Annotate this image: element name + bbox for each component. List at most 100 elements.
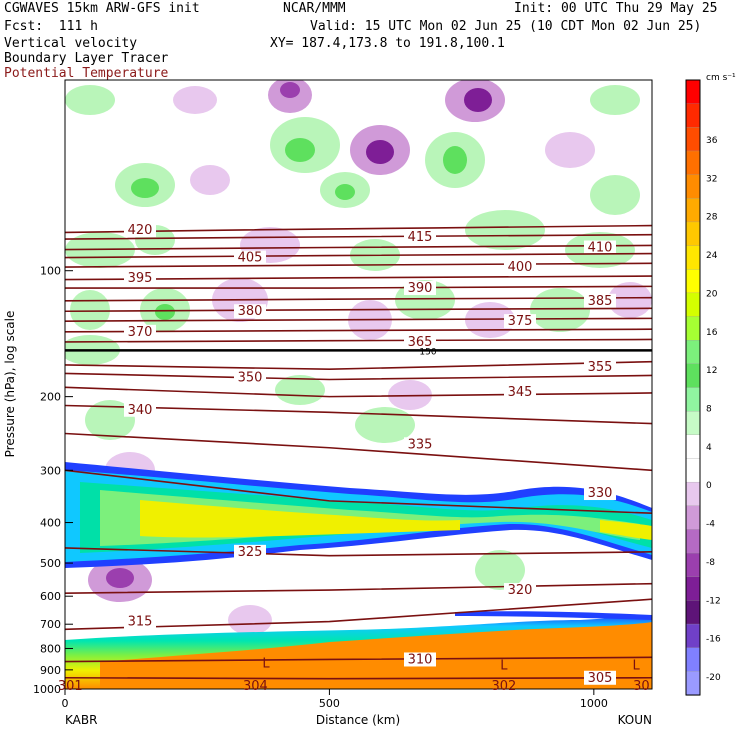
theta-label-bg: [124, 614, 156, 629]
theta-label-bg: [404, 229, 436, 244]
theta-label-bg: [584, 293, 616, 308]
header-field-bl-tracer: Boundary Layer Tracer: [4, 51, 169, 66]
theta-contour-line: [65, 582, 652, 594]
theta-contour-label: 410: [588, 240, 613, 255]
colorbar-label: 28: [706, 213, 718, 223]
theta-label-bg: [234, 304, 266, 319]
colorbar-label: 20: [706, 289, 718, 299]
wv-blob: [190, 165, 230, 195]
theta-contours: 420 415 410 405 400 395 390 385 380 375 370 365 355 3…: [65, 223, 652, 686]
colorbar-label: 12: [706, 366, 717, 376]
colorbar-label: -16: [706, 635, 721, 645]
theta-contour-line: [65, 656, 652, 663]
wv-blob: [590, 85, 640, 115]
theta-contour-line: [65, 296, 652, 302]
theta-contour-line: [65, 360, 652, 371]
y-axis: 100 200 300 400 500 600 700 800 900 1000: [33, 265, 73, 696]
colorbar-swatch: [685, 340, 701, 365]
theta-contour-label: 305: [588, 671, 613, 686]
theta-contour-line: [65, 252, 652, 259]
colorbar-swatch: [685, 245, 701, 270]
colorbar-swatch: [685, 671, 701, 696]
right-station-label: KOUN: [618, 713, 652, 727]
wv-blob: [173, 86, 217, 114]
wv-blob: [280, 82, 300, 98]
plot-area: 420 415 410 405 400 395 390 385 380 375 370 365 355 3…: [65, 80, 652, 689]
colorbar-swatch: [685, 505, 701, 531]
theta-label-bg: [504, 583, 536, 598]
wv-blob: [465, 302, 515, 338]
x-tick-label: 500: [319, 697, 340, 710]
theta-label-bg: [404, 437, 436, 452]
theta-label-bg: [234, 250, 266, 265]
theta-label-bg: [404, 652, 436, 667]
wv-blob: [70, 290, 110, 330]
theta-contour-line: [65, 676, 652, 680]
theta-label-bg: [404, 281, 436, 296]
y-tick-label: 500: [40, 557, 61, 570]
colorbar-label: 24: [706, 251, 718, 261]
wv-blob: [155, 304, 175, 320]
theta-contour-label: 365: [408, 335, 433, 350]
colorbar-frame: [685, 79, 701, 696]
theta-contour-label: 340: [128, 403, 153, 418]
theta-contour-line: [65, 285, 652, 289]
x-axis: 0 500 1000: [62, 689, 608, 710]
wv-blob: [285, 138, 315, 162]
wv-blob: [335, 184, 355, 200]
wv-blob: [475, 550, 525, 590]
colorbar-label: 0: [706, 481, 712, 491]
theta-label-bg: [124, 223, 156, 238]
header-title-left: CGWAVES 15km ARW-GFS init: [4, 1, 200, 16]
colorbar-swatch: [685, 600, 701, 625]
wv-blob: [85, 400, 135, 440]
colorbar-unit: cm s⁻¹: [706, 73, 736, 83]
low-marker: L: [633, 659, 641, 674]
theta-contour-line: [65, 432, 652, 472]
theta-label-bg: [504, 260, 536, 275]
colorbar-swatch: [685, 127, 701, 152]
theta-label-bg: [234, 544, 266, 559]
theta-label-bg: [584, 486, 616, 501]
theta-contour-label: 375: [508, 314, 533, 329]
x-tick-label: 1000: [580, 697, 608, 710]
colorbar-swatch: [685, 481, 701, 507]
x-axis-label: Distance (km): [316, 713, 400, 727]
colorbar-label: -8: [706, 558, 715, 568]
y-tick-label: 400: [40, 517, 61, 530]
plume-yellow-core: [140, 500, 460, 538]
theta-contour-label: 325: [238, 545, 263, 560]
colorbar-label: 16: [706, 328, 718, 338]
theta-label-bg: [584, 240, 616, 255]
theta-contour-line: [65, 338, 652, 343]
header-field-vertical-velocity: Vertical velocity: [4, 36, 138, 51]
x-tick-label: 0: [62, 697, 69, 710]
theta-contour-line: [65, 372, 652, 381]
colorbar-swatch: [685, 174, 701, 199]
plume-yellow-core-east: [600, 520, 652, 540]
colorbar-label: 4: [706, 443, 712, 453]
wv-blob: [275, 375, 325, 405]
header-org: NCAR/MMM: [283, 1, 346, 16]
theta-contour-line: [65, 233, 652, 240]
theta-label-bg: [504, 385, 536, 400]
colorbar-swatch: [685, 387, 701, 412]
colorbar: 36 32 28 24 20 16 12 8 4 0 -4 -8 -12 -16 -20: [685, 79, 721, 696]
low-marker: L: [500, 659, 508, 674]
theta-contour-label: 355: [588, 360, 613, 375]
y-tick-label: 900: [40, 664, 61, 677]
colorbar-swatch: [685, 103, 701, 128]
bl-blue-upper-edge: [455, 611, 652, 620]
wv-blob: [443, 146, 467, 174]
colorbar-swatch: [685, 292, 701, 318]
theta-contour-label: 370: [128, 325, 153, 340]
theta-contour-label: 335: [408, 437, 433, 452]
y-tick-label: 100: [40, 265, 61, 278]
header-init: Init: 00 UTC Thu 29 May 25: [514, 1, 718, 16]
y-tick-label: 700: [40, 618, 61, 631]
theta-contour-label: 310: [408, 652, 433, 667]
surface-theta-label: 301: [58, 679, 83, 694]
theta-contour-label: 320: [508, 583, 533, 598]
